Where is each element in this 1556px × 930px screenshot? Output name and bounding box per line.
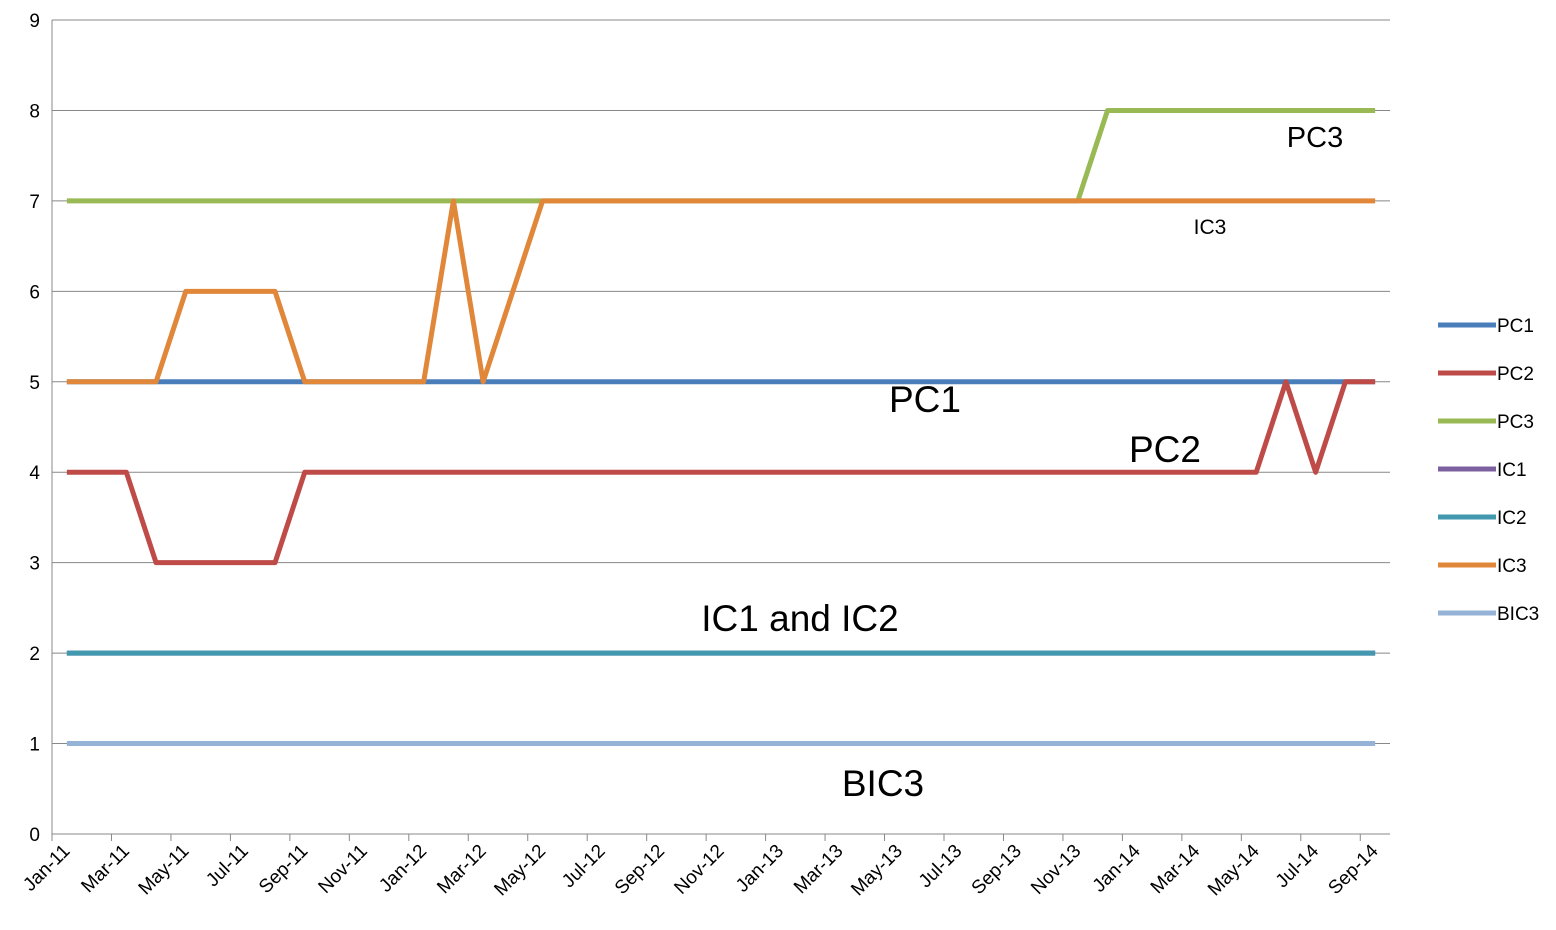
annotation: PC1 [889,379,961,420]
annotation: IC3 [1194,216,1227,239]
x-tick-label: May-12 [490,841,550,901]
y-tick-label: 8 [29,101,40,122]
x-tick-label: Jul-11 [202,841,252,891]
annotation: BIC3 [842,763,924,804]
x-tick-label: Sep-13 [968,841,1026,899]
annotation: PC3 [1287,122,1343,154]
legend-label: IC3 [1497,556,1527,577]
x-tick-label: Jul-12 [558,841,609,892]
x-tick-label: Nov-11 [315,841,372,898]
x-tick-label: Nov-13 [1027,841,1085,899]
legend-label: IC2 [1497,508,1527,529]
x-tick-label: Jan-11 [19,841,74,896]
y-tick-label: 2 [29,644,40,665]
x-tick-label: Nov-12 [670,841,728,899]
x-tick-label: Sep-11 [255,841,312,898]
y-tick-label: 4 [29,463,40,484]
x-tick-label: Jul-14 [1272,840,1324,892]
x-tick-label: May-13 [847,841,907,901]
x-tick-label: Jan-13 [732,841,788,897]
annotation: IC1 and IC2 [701,598,898,639]
x-tick-label: Jan-12 [375,841,431,897]
legend-label: PC1 [1497,316,1534,337]
y-tick-label: 3 [29,554,40,575]
x-tick-label: Mar-14 [1147,840,1205,898]
x-tick-label: Mar-13 [790,841,847,898]
y-tick-label: 9 [29,11,40,32]
y-tick-label: 7 [29,192,40,213]
x-tick-label: May-14 [1204,840,1264,900]
annotation: PC2 [1129,429,1201,470]
x-tick-label: Mar-12 [433,841,490,898]
x-tick-label: Mar-11 [77,841,133,897]
legend-label: BIC3 [1497,604,1539,625]
legend-label: PC2 [1497,364,1534,385]
legend-label: PC3 [1497,412,1534,433]
x-tick-label: Jul-13 [915,841,966,892]
y-tick-label: 1 [29,735,40,756]
y-tick-label: 5 [29,373,40,394]
x-tick-label: Jan-14 [1089,840,1145,896]
series-line [66,198,1376,385]
x-tick-label: Sep-12 [611,841,669,899]
legend-label: IC1 [1497,460,1527,481]
series-line [66,379,1376,566]
y-tick-label: 6 [29,282,40,303]
x-tick-label: Sep-14 [1324,840,1382,898]
x-tick-label: May-11 [135,841,194,900]
y-tick-label: 0 [29,825,40,846]
series-line [66,107,1376,204]
